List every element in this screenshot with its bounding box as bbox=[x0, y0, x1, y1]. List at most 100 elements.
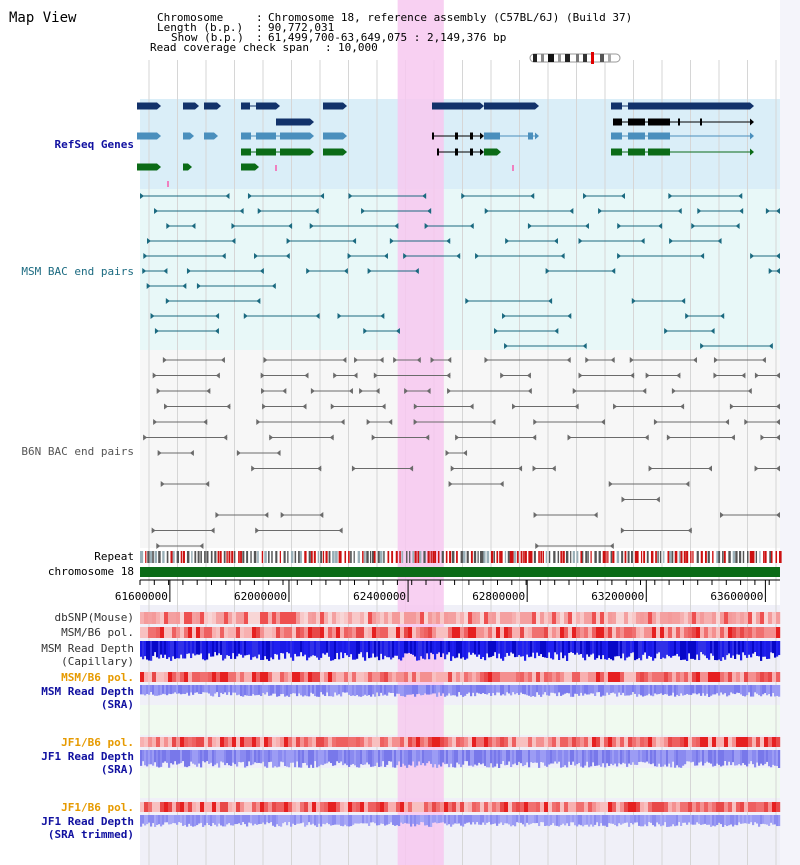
heat-cell bbox=[340, 627, 345, 638]
depth-bar bbox=[706, 685, 709, 694]
bac-end bbox=[156, 388, 161, 394]
heat-cell bbox=[552, 612, 557, 624]
depth-bar bbox=[382, 641, 385, 660]
track-label-jf1-b6-pol-2[interactable]: JF1/B6 pol. bbox=[61, 801, 134, 814]
depth-bar bbox=[354, 685, 357, 697]
bac-end bbox=[629, 357, 634, 363]
depth-bar bbox=[408, 750, 411, 765]
depth-bar bbox=[674, 641, 677, 656]
track-label-jf1-b6-pol[interactable]: JF1/B6 pol. bbox=[61, 736, 134, 749]
bac-end bbox=[282, 388, 287, 394]
track-label-jf1-depth-sra[interactable]: JF1 Read Depth bbox=[41, 750, 134, 763]
depth-bar bbox=[188, 641, 191, 654]
depth-bar bbox=[630, 750, 633, 765]
depth-bar bbox=[706, 641, 709, 659]
depth-bar bbox=[468, 750, 471, 766]
track-label-repeat[interactable]: Repeat bbox=[94, 550, 134, 563]
track-label-jf1-depth-trimmed[interactable]: JF1 Read Depth bbox=[41, 815, 134, 828]
bac-end bbox=[280, 512, 285, 518]
track-label-b6n-bac[interactable]: B6N BAC end pairs bbox=[21, 445, 134, 458]
heat-cell bbox=[708, 802, 713, 812]
heat-cell bbox=[716, 672, 721, 682]
depth-bar bbox=[362, 815, 365, 824]
depth-bar bbox=[324, 641, 327, 655]
heat-cell bbox=[508, 802, 513, 812]
bac-end bbox=[254, 253, 259, 259]
track-label-msm-depth-sra[interactable]: MSM Read Depth bbox=[41, 685, 134, 698]
depth-bar bbox=[692, 815, 695, 825]
depth-bar bbox=[244, 750, 247, 768]
track-label-dbsnp[interactable]: dbSNP(Mouse) bbox=[54, 611, 134, 624]
heat-cell bbox=[464, 672, 469, 682]
heat-cell bbox=[332, 672, 337, 682]
heat-cell bbox=[628, 802, 633, 812]
heat-cell bbox=[200, 802, 205, 812]
depth-bar bbox=[190, 750, 193, 762]
heat-cell bbox=[684, 612, 689, 624]
bac-end bbox=[333, 372, 338, 379]
depth-bar bbox=[230, 815, 233, 826]
depth-bar bbox=[618, 815, 621, 824]
heat-cell bbox=[740, 802, 745, 812]
depth-bar bbox=[764, 815, 767, 825]
depth-bar bbox=[730, 685, 733, 693]
depth-bar bbox=[214, 815, 217, 825]
heat-cell bbox=[432, 612, 437, 624]
track-label-msm-b6-pol[interactable]: MSM/B6 pol. bbox=[61, 626, 134, 639]
depth-bar bbox=[762, 750, 765, 766]
heat-cell bbox=[184, 627, 189, 638]
gene-exon bbox=[628, 132, 645, 140]
gene-exon bbox=[204, 132, 214, 140]
track-label-msm-bac[interactable]: MSM BAC end pairs bbox=[21, 265, 134, 278]
heat-cell bbox=[516, 612, 521, 624]
track-label-refseq[interactable]: RefSeq Genes bbox=[54, 138, 134, 151]
heat-cell bbox=[632, 612, 637, 624]
heat-cell bbox=[172, 802, 177, 812]
depth-bar bbox=[320, 750, 323, 765]
depth-bar bbox=[506, 750, 509, 765]
depth-bar bbox=[640, 685, 643, 696]
track-label-msm-depth-capillary[interactable]: MSM Read Depth bbox=[41, 642, 134, 655]
b6n-bac-pairs bbox=[143, 357, 780, 549]
heat-cell bbox=[728, 672, 733, 682]
depth-bar bbox=[216, 750, 219, 764]
depth-bar bbox=[378, 815, 381, 826]
repeat-mark bbox=[456, 551, 458, 563]
depth-bar bbox=[450, 815, 453, 827]
repeat-mark bbox=[180, 551, 183, 563]
depth-bar bbox=[578, 641, 581, 655]
depth-bar bbox=[624, 685, 627, 696]
depth-bar bbox=[334, 685, 337, 693]
heat-cell bbox=[776, 737, 781, 747]
depth-bar bbox=[708, 815, 711, 825]
depth-bar bbox=[284, 750, 287, 767]
depth-bar bbox=[610, 685, 613, 694]
heat-cell bbox=[412, 672, 417, 682]
repeat-mark bbox=[530, 551, 533, 563]
heat-cell bbox=[600, 627, 605, 638]
heat-cell bbox=[432, 802, 437, 812]
repeat-mark bbox=[261, 551, 264, 563]
heat-cell bbox=[216, 737, 221, 747]
depth-bar bbox=[606, 685, 609, 693]
depth-bar bbox=[472, 750, 475, 767]
track-label-chromosome[interactable]: chromosome 18 bbox=[47, 565, 134, 578]
bac-end bbox=[319, 512, 324, 518]
heat-cell bbox=[732, 612, 737, 624]
gene-exon bbox=[648, 148, 670, 156]
depth-bar bbox=[378, 750, 381, 767]
depth-bar bbox=[428, 750, 431, 762]
heat-cell bbox=[148, 612, 153, 624]
heat-cell bbox=[752, 627, 757, 638]
depth-bar bbox=[712, 685, 715, 695]
bac-end bbox=[375, 388, 380, 394]
bac-end bbox=[320, 193, 325, 199]
heat-cell bbox=[352, 612, 357, 624]
heat-cell bbox=[264, 627, 269, 638]
heat-cell bbox=[516, 672, 521, 682]
heat-cell bbox=[420, 612, 425, 624]
track-label-msm-b6-pol-sra[interactable]: MSM/B6 pol. bbox=[61, 671, 134, 684]
heat-cell bbox=[272, 672, 277, 682]
repeat-mark bbox=[643, 551, 646, 563]
depth-bar bbox=[718, 685, 721, 696]
